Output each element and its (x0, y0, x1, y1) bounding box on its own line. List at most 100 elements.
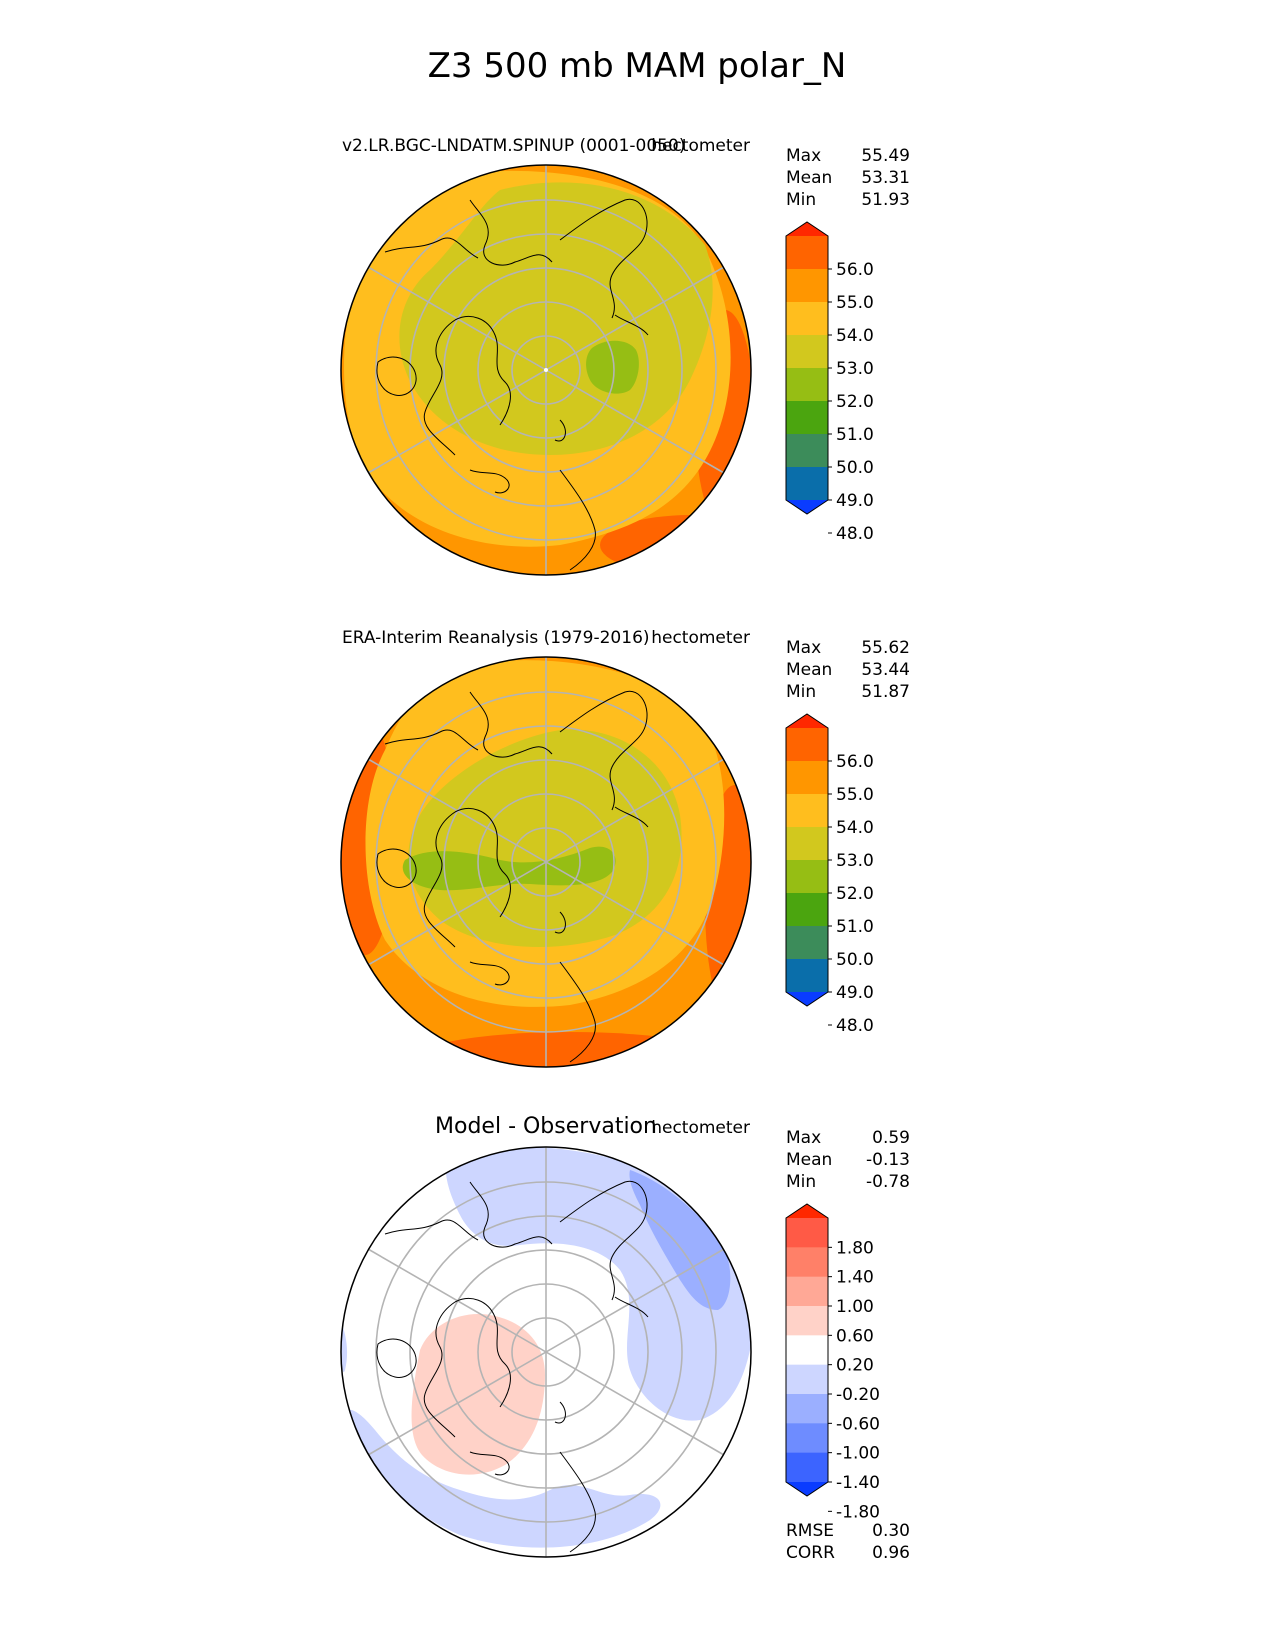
colorbar-segment (786, 926, 828, 960)
stat-label-min: Min (786, 1172, 816, 1192)
colorbar-tick-label: 49.0 (836, 491, 874, 511)
colorbar-segment (786, 335, 828, 369)
colorbar-extend-min (786, 1482, 828, 1496)
colorbar-segment (786, 1335, 828, 1366)
stat-value-max: 0.59 (872, 1128, 910, 1148)
colorbar-segment (786, 1364, 828, 1395)
panel-difference-units: hectometer (651, 1118, 750, 1138)
colorbar-tick-label: 50.0 (836, 950, 874, 970)
colorbar-tick-label: 54.0 (836, 326, 874, 346)
colorbar-tick-label: 52.0 (836, 884, 874, 904)
colorbar-segment (786, 1306, 828, 1336)
colorbar-segment (786, 827, 828, 861)
panel-reference: ERA-Interim Reanalysis (1979-2016) hecto… (340, 628, 910, 1068)
colorbar-tick-label: 48.0 (836, 1016, 874, 1036)
metric-value-rmse: 0.30 (872, 1521, 910, 1541)
colorbar-tick-label: 55.0 (836, 293, 874, 313)
colorbar-segment (786, 401, 828, 435)
stat-value-min: -0.78 (866, 1172, 910, 1192)
colorbar-tick-label: -1.40 (836, 1473, 880, 1493)
colorbar-segment (786, 761, 828, 795)
colorbar-tick-label: 1.80 (836, 1238, 874, 1258)
colorbar-tick-label: 50.0 (836, 458, 874, 478)
colorbar-segment (786, 1452, 828, 1483)
stat-label-mean: Mean (786, 1150, 832, 1170)
stat-label-mean: Mean (786, 660, 832, 680)
colorbar-segment (786, 959, 828, 993)
panel-reference-stats: Max 55.62 Mean 53.44 Min 51.87 (786, 638, 910, 702)
stat-value-mean: -0.13 (866, 1150, 910, 1170)
colorbar-extend-max (786, 222, 828, 236)
panel-model-map (341, 165, 751, 575)
stat-value-min: 51.87 (861, 682, 910, 702)
panel-model: v2.LR.BGC-LNDATM.SPINUP (0001-0050) hect… (340, 136, 910, 576)
metric-label-corr: CORR (786, 1543, 835, 1563)
panel-reference-units: hectometer (651, 628, 750, 648)
colorbar-extend-max (786, 1204, 828, 1218)
metric-value-corr: 0.96 (872, 1543, 910, 1563)
colorbar-tick-label: 48.0 (836, 524, 874, 544)
panel-difference-metrics: RMSE 0.30 CORR 0.96 (786, 1521, 910, 1563)
stat-value-max: 55.49 (861, 146, 910, 166)
stat-value-min: 51.93 (861, 190, 910, 210)
panel-model-boundary (340, 164, 752, 576)
stat-value-mean: 53.31 (861, 168, 910, 188)
colorbar-tick-label: 56.0 (836, 260, 874, 280)
metric-label-rmse: RMSE (786, 1521, 834, 1541)
colorbar-segment (786, 728, 828, 762)
colorbar-extend-min (786, 992, 828, 1006)
stat-label-max: Max (786, 1128, 821, 1148)
panel-model-coastlines (376, 198, 649, 571)
panel-model-units: hectometer (651, 136, 750, 156)
colorbar-tick-label: 53.0 (836, 359, 874, 379)
colorbar-tick-label: 1.40 (836, 1268, 874, 1288)
colorbar-segment (786, 860, 828, 894)
stat-value-mean: 53.44 (861, 660, 910, 680)
colorbar-tick-label: 0.20 (836, 1356, 874, 1376)
colorbar-segment (786, 1394, 828, 1424)
colorbar-segment (786, 1423, 828, 1454)
panel-model-label: v2.LR.BGC-LNDATM.SPINUP (0001-0050) (342, 136, 685, 156)
panel-model-pole-dot (544, 368, 548, 372)
colorbar-extend-max (786, 714, 828, 728)
stat-label-min: Min (786, 190, 816, 210)
colorbar-segment (786, 1276, 828, 1307)
panel-difference-gridlines (367, 1147, 725, 1557)
colorbar-segment (786, 368, 828, 402)
colorbar-tick-label: 56.0 (836, 752, 874, 772)
panel-model-colorbar: 56.0 55.0 54.0 53.0 52.0 51.0 50.0 49.0 48.0 (785, 221, 874, 544)
panel-difference-coastlines (376, 1180, 649, 1553)
stat-value-max: 55.62 (861, 638, 910, 658)
colorbar-tick-label: 49.0 (836, 983, 874, 1003)
colorbar-segment (786, 893, 828, 927)
panel-difference-boundary (340, 1146, 752, 1558)
colorbar-segment (786, 434, 828, 468)
panel-reference-map (341, 657, 751, 1067)
colorbar-segment (786, 269, 828, 303)
panel-reference-colorbar: 56.0 55.0 54.0 53.0 52.0 51.0 50.0 49.0 48.0 (785, 713, 874, 1036)
colorbar-tick-label: -1.80 (836, 1502, 880, 1522)
colorbar-tick-label: 51.0 (836, 425, 874, 445)
colorbar-tick-label: 55.0 (836, 785, 874, 805)
colorbar-tick-label: 0.60 (836, 1326, 874, 1346)
figure-title: Z3 500 mb MAM polar_N (428, 46, 847, 86)
panel-difference-stats: Max 0.59 Mean -0.13 Min -0.78 (786, 1128, 910, 1192)
colorbar-segment (786, 467, 828, 501)
stat-label-max: Max (786, 638, 821, 658)
panel-reference-label: ERA-Interim Reanalysis (1979-2016) (342, 628, 650, 648)
panel-model-stats: Max 55.49 Mean 53.31 Min 51.93 (786, 146, 910, 210)
panel-model-gridlines (367, 165, 725, 575)
panel-difference-colorbar: 1.80 1.40 1.00 0.60 0.20 -0.20 -0.60 -1.00 -1.40… (785, 1203, 880, 1522)
colorbar-tick-label: 51.0 (836, 917, 874, 937)
stat-label-max: Max (786, 146, 821, 166)
panel-reference-gridlines (367, 657, 725, 1067)
colorbar-extend-min (786, 500, 828, 514)
colorbar-tick-label: 53.0 (836, 851, 874, 871)
colorbar-tick-label: -1.00 (836, 1444, 880, 1464)
colorbar-tick-label: -0.20 (836, 1385, 880, 1405)
colorbar-tick-label: -0.60 (836, 1414, 880, 1434)
panel-difference-label: Model - Observation (435, 1114, 657, 1139)
colorbar-tick-label: 1.00 (836, 1297, 874, 1317)
colorbar-tick-label: 52.0 (836, 392, 874, 412)
colorbar-tick-label: 54.0 (836, 818, 874, 838)
